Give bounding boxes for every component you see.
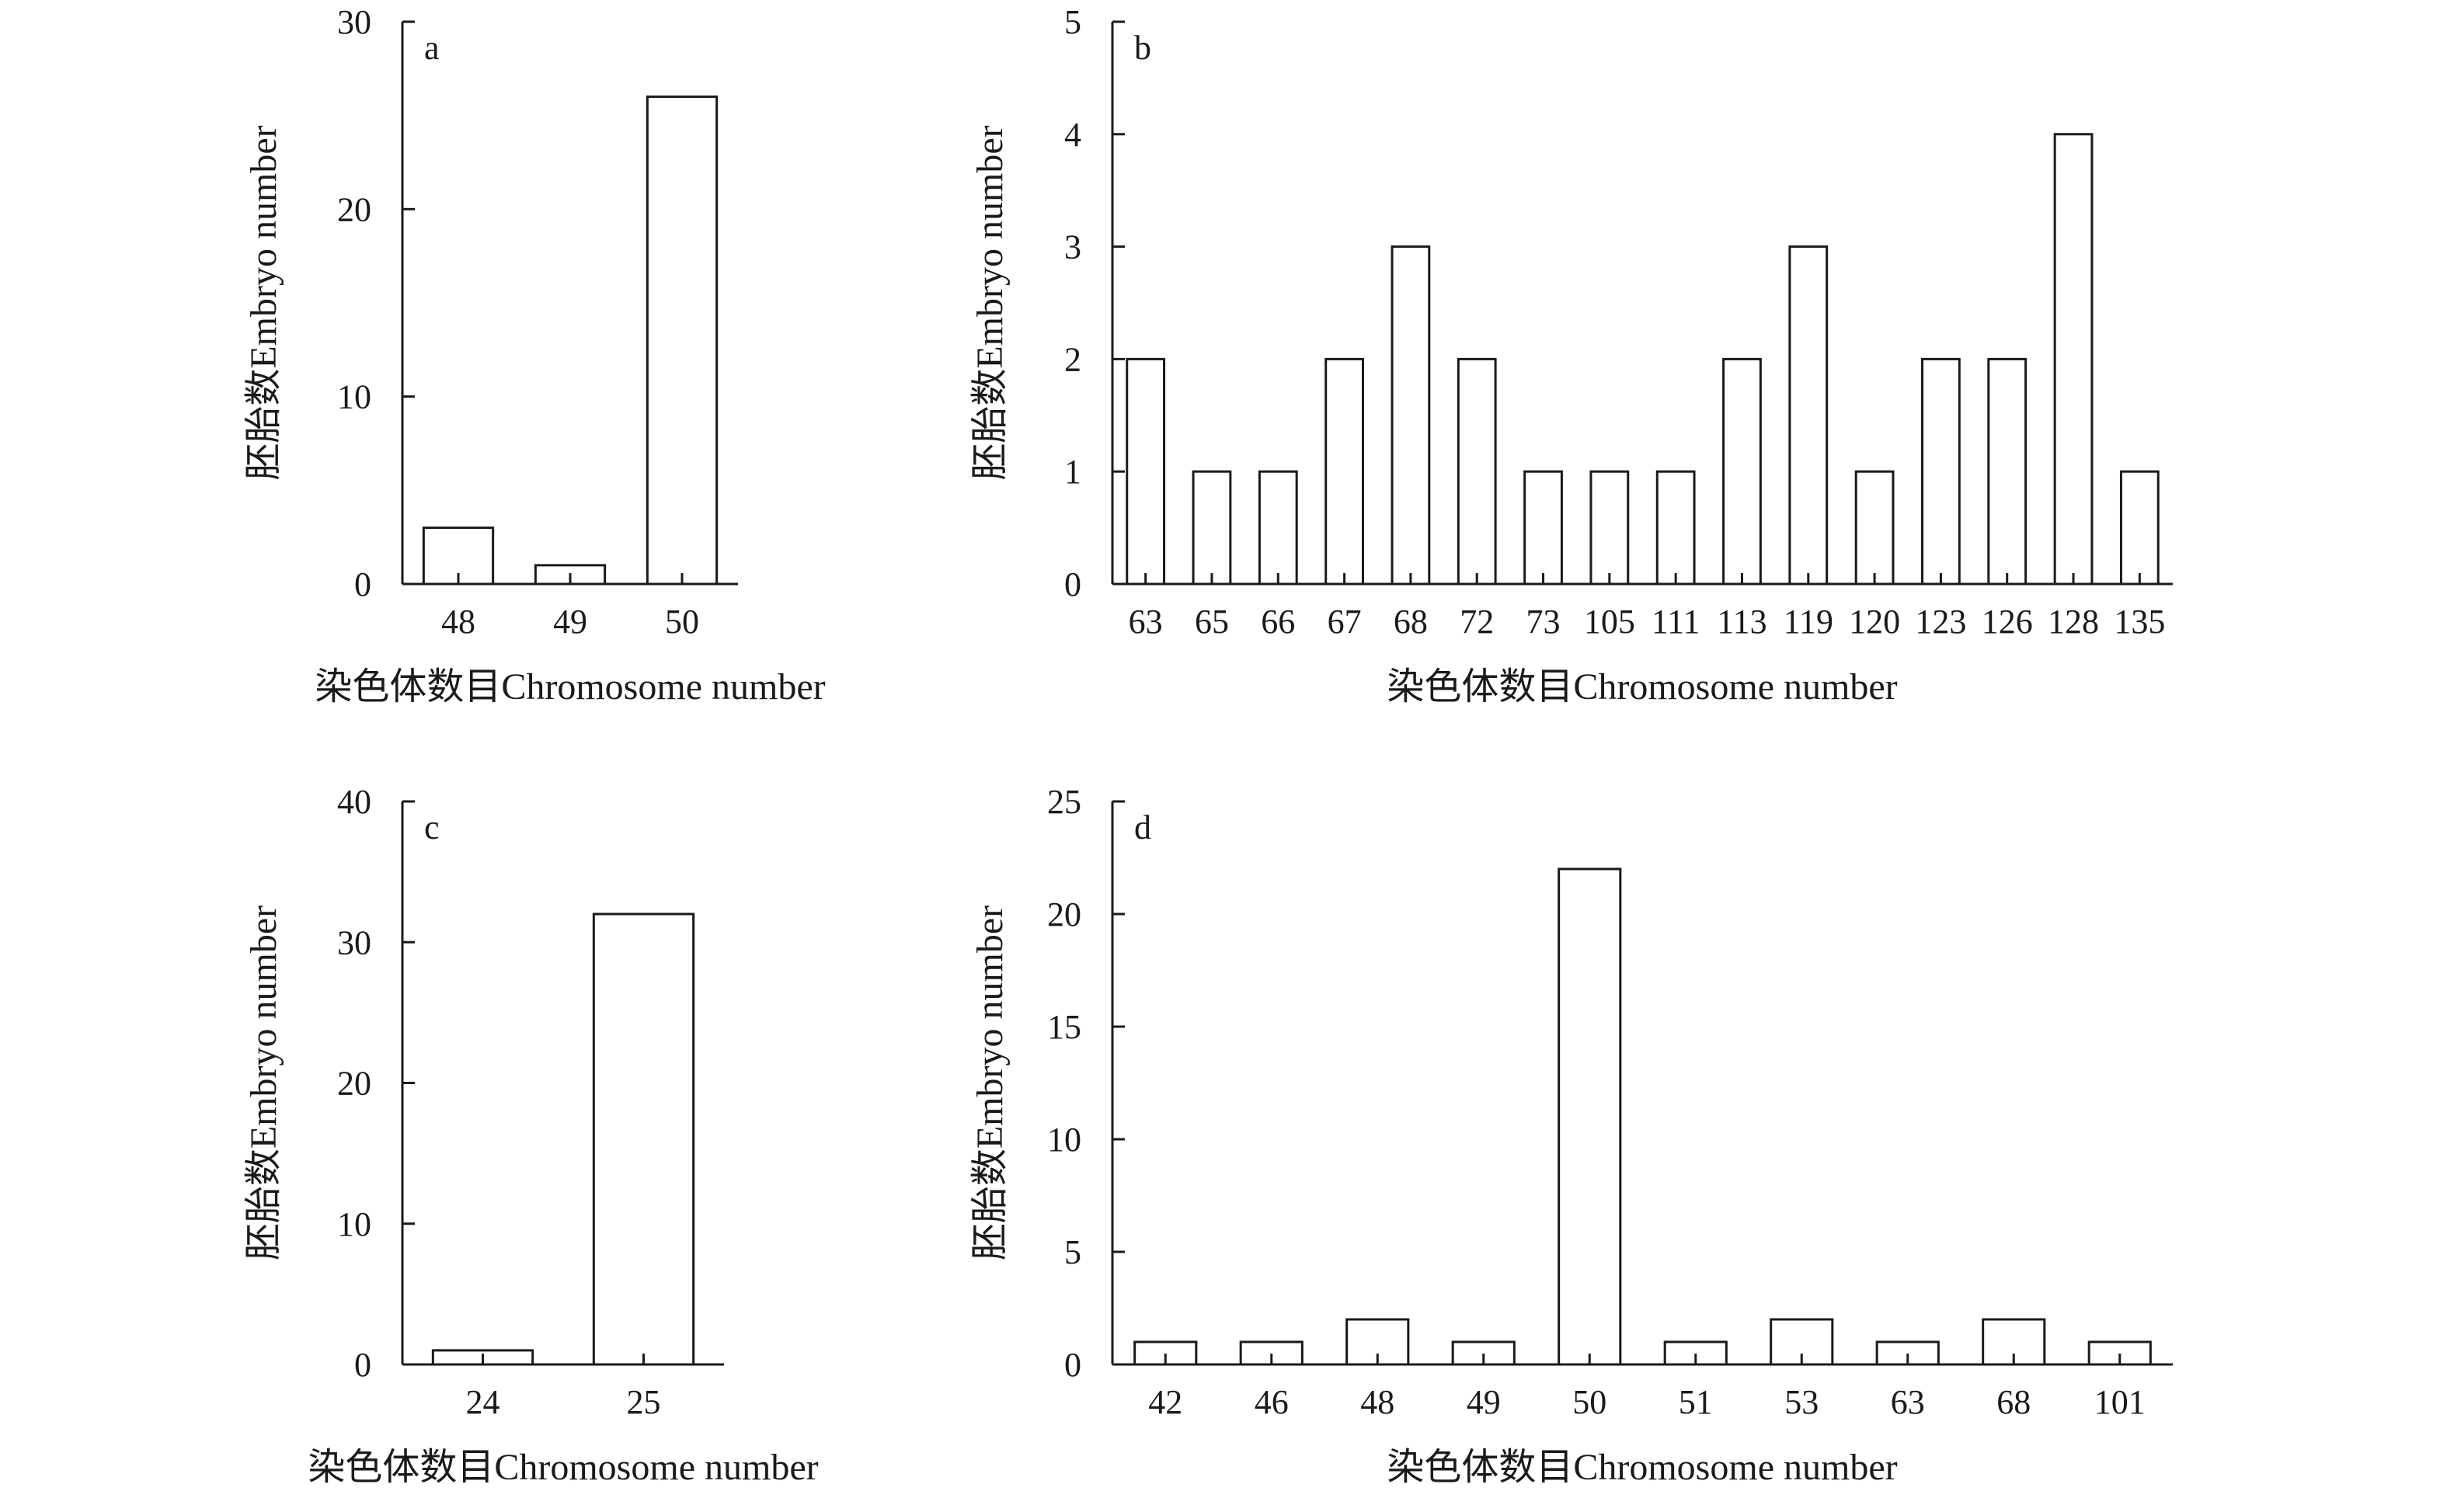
panel-label: d bbox=[1134, 808, 1151, 846]
bar-25 bbox=[592, 912, 695, 1366]
x-tick-label: 66 bbox=[1261, 603, 1295, 641]
x-axis-title: 染色体数目Chromosome number bbox=[1387, 666, 1897, 707]
bar-50 bbox=[1558, 867, 1622, 1366]
panel-label: a bbox=[424, 29, 440, 67]
y-tick-label: 10 bbox=[1047, 1121, 1081, 1159]
y-tick-label: 0 bbox=[354, 565, 371, 603]
bar-111 bbox=[1655, 470, 1696, 586]
x-tick-label: 50 bbox=[665, 603, 699, 641]
bar-128 bbox=[2053, 133, 2094, 586]
x-tick-label: 24 bbox=[466, 1383, 500, 1421]
y-tick-label: 20 bbox=[1047, 895, 1081, 933]
x-axis-title: 染色体数目Chromosome number bbox=[308, 1447, 818, 1488]
bar-65 bbox=[1192, 470, 1232, 586]
y-tick-label: 0 bbox=[1064, 565, 1081, 603]
y-tick-label: 10 bbox=[337, 378, 371, 416]
y-tick-label: 3 bbox=[1064, 228, 1081, 266]
y-axis-title: 胚胎数Embryo number bbox=[969, 125, 1011, 480]
bar-113 bbox=[1722, 357, 1762, 586]
x-tick-label: 49 bbox=[553, 603, 587, 641]
y-tick-label: 20 bbox=[337, 190, 371, 228]
bar-135 bbox=[2119, 470, 2160, 586]
y-tick-label: 5 bbox=[1064, 1233, 1081, 1271]
x-tick-label: 50 bbox=[1572, 1383, 1606, 1421]
bar-123 bbox=[1921, 357, 1961, 586]
x-tick-label: 119 bbox=[1784, 603, 1833, 641]
x-tick-label: 128 bbox=[2048, 603, 2099, 641]
x-tick-label: 48 bbox=[441, 603, 475, 641]
x-tick-label: 73 bbox=[1526, 603, 1561, 641]
x-tick-label: 135 bbox=[2114, 603, 2165, 641]
y-tick-label: 0 bbox=[1064, 1346, 1081, 1384]
x-tick-label: 105 bbox=[1584, 603, 1635, 641]
bar-63 bbox=[1875, 1340, 1940, 1366]
panel-c: 0 10 20 30 40 24 25 c 染色体数目Chromosome number 胚胎数E… bbox=[243, 783, 819, 1488]
x-tick-label: 113 bbox=[1717, 603, 1767, 641]
y-tick-label: 0 bbox=[354, 1346, 371, 1384]
bar-126 bbox=[1987, 357, 2028, 586]
bar-73 bbox=[1523, 470, 1563, 586]
x-tick-label: 68 bbox=[1996, 1383, 2031, 1421]
bar-67 bbox=[1324, 357, 1364, 586]
panel-label: c bbox=[424, 808, 440, 846]
y-tick-label: 20 bbox=[337, 1065, 371, 1103]
x-tick-label: 46 bbox=[1255, 1383, 1289, 1421]
bar-72 bbox=[1457, 357, 1497, 586]
y-tick-label: 30 bbox=[337, 923, 371, 961]
y-tick-label: 4 bbox=[1064, 116, 1081, 154]
x-tick-label: 101 bbox=[2094, 1383, 2146, 1421]
x-tick-label: 123 bbox=[1915, 603, 1966, 641]
x-tick-label: 51 bbox=[1679, 1383, 1713, 1421]
y-tick-label: 5 bbox=[1064, 3, 1081, 41]
x-tick-label: 49 bbox=[1467, 1383, 1501, 1421]
x-tick-label: 63 bbox=[1891, 1383, 1925, 1421]
x-axis-title: 染色体数目Chromosome number bbox=[315, 666, 825, 707]
bar-120 bbox=[1854, 470, 1895, 586]
y-tick-label: 10 bbox=[337, 1205, 371, 1243]
y-tick-label: 2 bbox=[1064, 340, 1081, 378]
y-tick-label: 25 bbox=[1047, 783, 1081, 821]
y-axis-title: 胚胎数Embryo number bbox=[243, 905, 284, 1260]
x-tick-label: 25 bbox=[627, 1383, 661, 1421]
y-tick-label: 30 bbox=[337, 3, 371, 41]
x-tick-label: 65 bbox=[1195, 603, 1229, 641]
bar-105 bbox=[1589, 470, 1630, 586]
x-tick-label: 72 bbox=[1460, 603, 1494, 641]
x-tick-label: 68 bbox=[1394, 603, 1428, 641]
bar-50 bbox=[646, 96, 719, 586]
bar-119 bbox=[1788, 245, 1829, 586]
x-tick-label: 42 bbox=[1148, 1383, 1182, 1421]
bar-66 bbox=[1258, 470, 1298, 586]
x-tick-label: 63 bbox=[1129, 603, 1163, 641]
bar-63 bbox=[1126, 357, 1166, 586]
x-tick-label: 67 bbox=[1328, 603, 1362, 641]
y-tick-label: 40 bbox=[337, 783, 371, 821]
x-tick-label: 126 bbox=[1982, 603, 2033, 641]
panel-d: 0 5 10 15 20 25 42 46 48 49 50 51 53 63 68 101 d 染色体数目Chr… bbox=[969, 783, 2173, 1488]
y-tick-label: 1 bbox=[1064, 453, 1081, 491]
x-tick-label: 120 bbox=[1849, 603, 1900, 641]
panel-label: b bbox=[1134, 29, 1151, 67]
y-tick-label: 15 bbox=[1047, 1008, 1081, 1046]
x-tick-label: 48 bbox=[1360, 1383, 1394, 1421]
bar-68 bbox=[1391, 245, 1431, 586]
panel-a: 0 10 20 30 48 49 50 a 染色体数目Chromosome number 胚胎数E… bbox=[243, 3, 826, 707]
x-tick-label: 111 bbox=[1652, 603, 1700, 641]
y-axis-title: 胚胎数Embryo number bbox=[243, 125, 284, 480]
x-axis-title: 染色体数目Chromosome number bbox=[1387, 1447, 1897, 1488]
x-tick-label: 53 bbox=[1784, 1383, 1819, 1421]
y-axis-title: 胚胎数Embryo number bbox=[969, 905, 1011, 1260]
